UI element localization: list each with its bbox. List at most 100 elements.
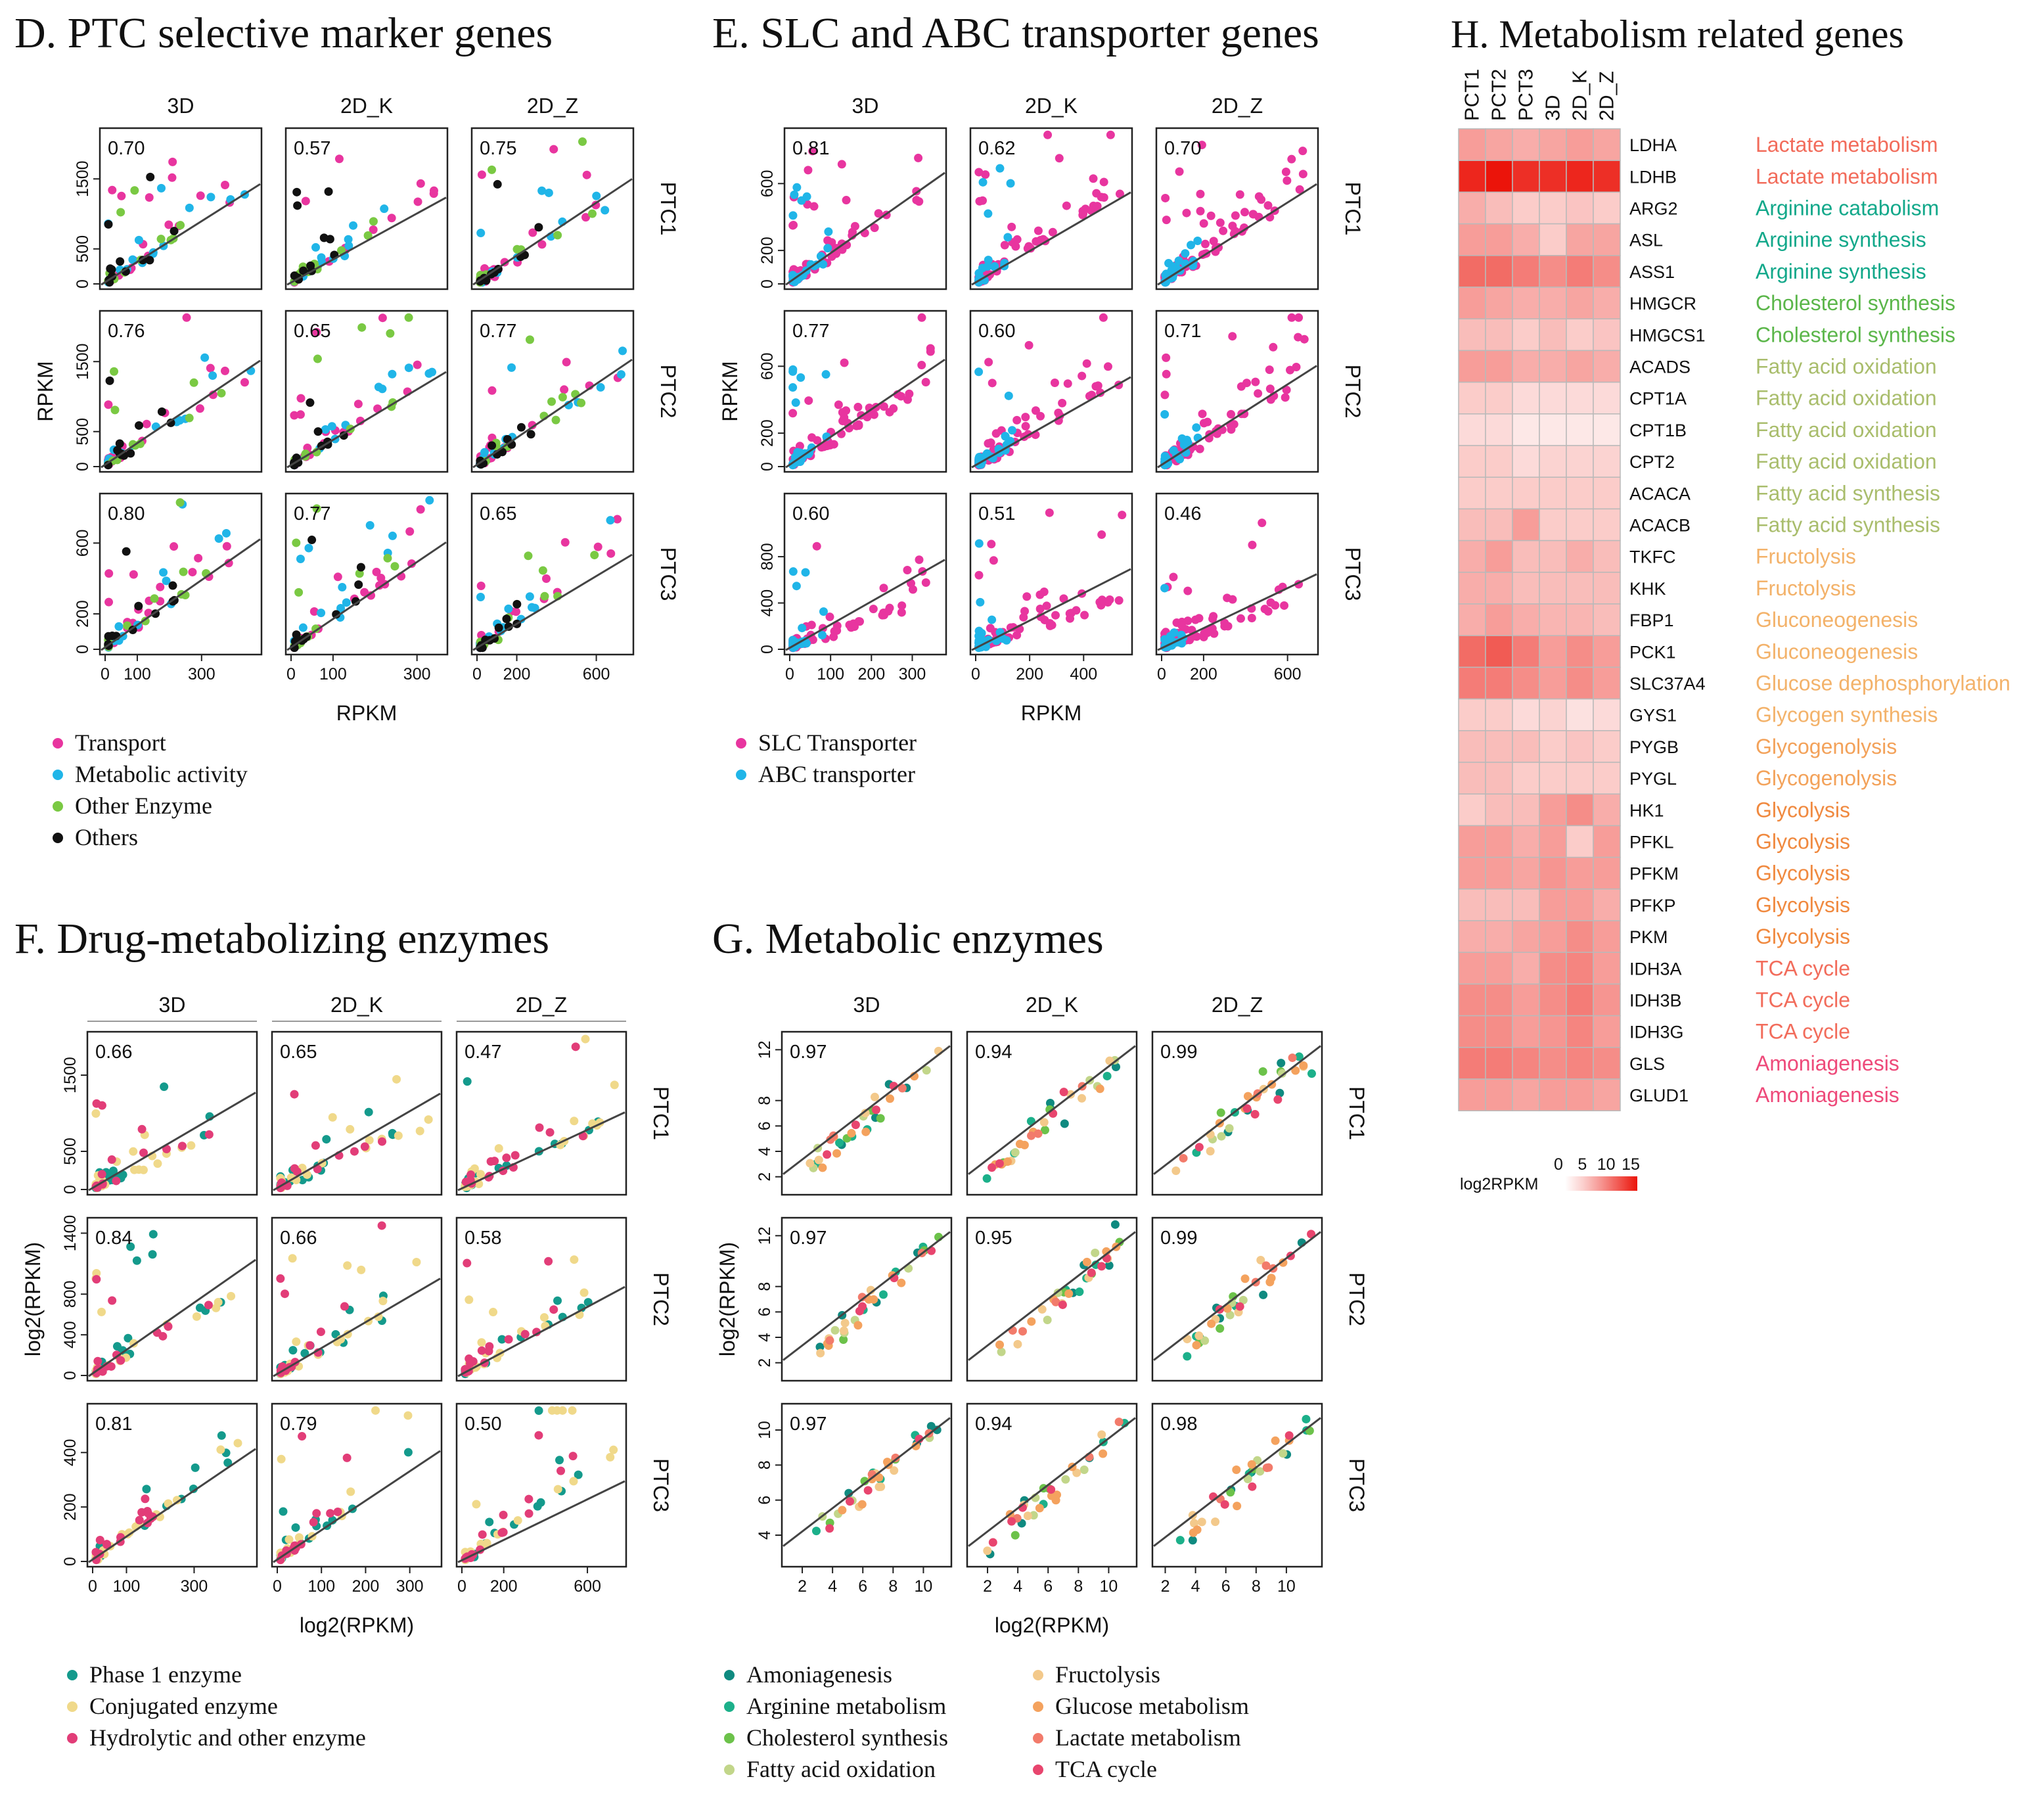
x-tick-label: 600 xyxy=(1274,665,1302,683)
data-point xyxy=(560,538,570,547)
data-point xyxy=(849,622,858,631)
y-tick-label: 12 xyxy=(756,1226,774,1245)
pathway-label: Glycolysis xyxy=(1756,830,1850,854)
correlation-label: 0.81 xyxy=(792,138,829,159)
data-point xyxy=(1048,227,1057,237)
heatmap-cell xyxy=(1485,128,1513,161)
gene-label: GLUD1 xyxy=(1629,1086,1689,1105)
data-point xyxy=(403,1411,413,1420)
gene-label: SLC37A4 xyxy=(1629,674,1706,694)
legend-item: Transport xyxy=(53,729,166,756)
heatmap-cell xyxy=(1512,287,1540,319)
gene-label: PFKP xyxy=(1629,896,1676,915)
y-tick-label: 6 xyxy=(756,1307,774,1316)
y-tick-label: 0 xyxy=(61,1557,79,1566)
data-point xyxy=(134,601,143,611)
data-point xyxy=(135,1515,144,1525)
heatmap-cell xyxy=(1593,350,1621,383)
data-point xyxy=(380,204,389,214)
data-point xyxy=(477,1338,486,1347)
data-point xyxy=(1227,425,1236,434)
data-point xyxy=(578,137,587,147)
facet-frame xyxy=(455,1030,627,1196)
heatmap-column-label: PCT3 xyxy=(1514,69,1537,121)
data-point xyxy=(558,392,567,402)
column-label: 3D xyxy=(168,94,194,118)
row-label: PTC2 xyxy=(1345,1272,1369,1326)
gene-label: HMGCS1 xyxy=(1629,325,1706,345)
column-label: 2D_Z xyxy=(527,94,578,118)
column-label: 2D_K xyxy=(340,94,393,118)
data-point xyxy=(291,1523,300,1532)
data-point xyxy=(146,172,155,181)
gene-label: CPT1B xyxy=(1629,421,1687,440)
heatmap-cell xyxy=(1485,983,1513,1017)
data-point xyxy=(1106,130,1115,139)
data-point xyxy=(792,183,802,192)
data-point xyxy=(333,572,342,582)
heatmap-cell xyxy=(1539,540,1567,573)
heatmap-cell xyxy=(1485,952,1513,985)
data-point xyxy=(555,1456,564,1465)
heatmap-cell xyxy=(1485,255,1513,288)
data-point xyxy=(1215,218,1225,227)
data-point xyxy=(425,496,434,505)
legend-label: ABC transporter xyxy=(758,761,915,787)
data-point xyxy=(1179,1153,1188,1163)
data-point xyxy=(811,1527,821,1536)
heatmap-cell xyxy=(1485,191,1513,225)
data-point xyxy=(204,1301,213,1310)
data-point xyxy=(189,378,198,387)
heatmap-cell xyxy=(1485,318,1513,352)
data-point xyxy=(108,632,117,641)
data-point xyxy=(1170,628,1179,637)
x-tick-label: 200 xyxy=(503,665,531,683)
heatmap-cell xyxy=(1566,540,1594,573)
data-point xyxy=(1087,206,1096,215)
data-point xyxy=(326,1509,335,1518)
data-point xyxy=(504,1335,513,1344)
heatmap-cell xyxy=(1512,540,1540,573)
data-point xyxy=(1258,1067,1267,1076)
pathway-label: Fatty acid synthesis xyxy=(1756,513,1940,537)
data-point xyxy=(145,193,154,202)
data-point xyxy=(357,1265,366,1274)
regression-line xyxy=(968,1045,1136,1175)
data-point xyxy=(142,1485,151,1494)
y-axis-label: log2(RPKM) xyxy=(21,1242,45,1356)
data-point xyxy=(1036,411,1045,421)
data-point xyxy=(512,244,522,254)
x-tick-label: 100 xyxy=(113,1577,141,1596)
data-point xyxy=(114,622,124,631)
data-point xyxy=(1196,189,1205,198)
x-tick-label: 4 xyxy=(1191,1577,1200,1596)
scatter-facet: 0.66 0 500 1500 xyxy=(61,1030,258,1196)
data-point xyxy=(788,567,798,576)
data-point xyxy=(921,377,930,386)
data-point xyxy=(1190,1519,1199,1528)
pathway-label: Glycolysis xyxy=(1756,862,1850,885)
data-point xyxy=(976,459,986,469)
data-point xyxy=(1192,423,1201,432)
pathway-label: Fatty acid oxidation xyxy=(1756,418,1937,442)
data-point xyxy=(488,441,497,450)
data-point xyxy=(220,366,229,375)
data-point xyxy=(807,433,817,442)
pathway-label: Fructolysis xyxy=(1756,545,1856,568)
heatmap-cell xyxy=(1593,223,1621,256)
points xyxy=(276,1406,413,1565)
data-point xyxy=(1011,1148,1020,1157)
data-point xyxy=(296,410,305,419)
x-tick-label: 200 xyxy=(490,1577,518,1596)
scatter-facet: 0.97 2 4 6 8 12 xyxy=(756,1030,953,1196)
data-point xyxy=(825,1524,834,1533)
data-point xyxy=(365,520,375,530)
regression-line xyxy=(286,196,447,286)
heatmap-cell xyxy=(1593,666,1621,700)
data-point xyxy=(1051,611,1060,620)
regression-line xyxy=(472,178,633,286)
heatmap-row: PYGL Glycogenolysis xyxy=(1458,762,1897,795)
data-point xyxy=(148,1230,158,1239)
data-point xyxy=(984,358,993,367)
pathway-label: Arginine catabolism xyxy=(1756,196,1939,220)
